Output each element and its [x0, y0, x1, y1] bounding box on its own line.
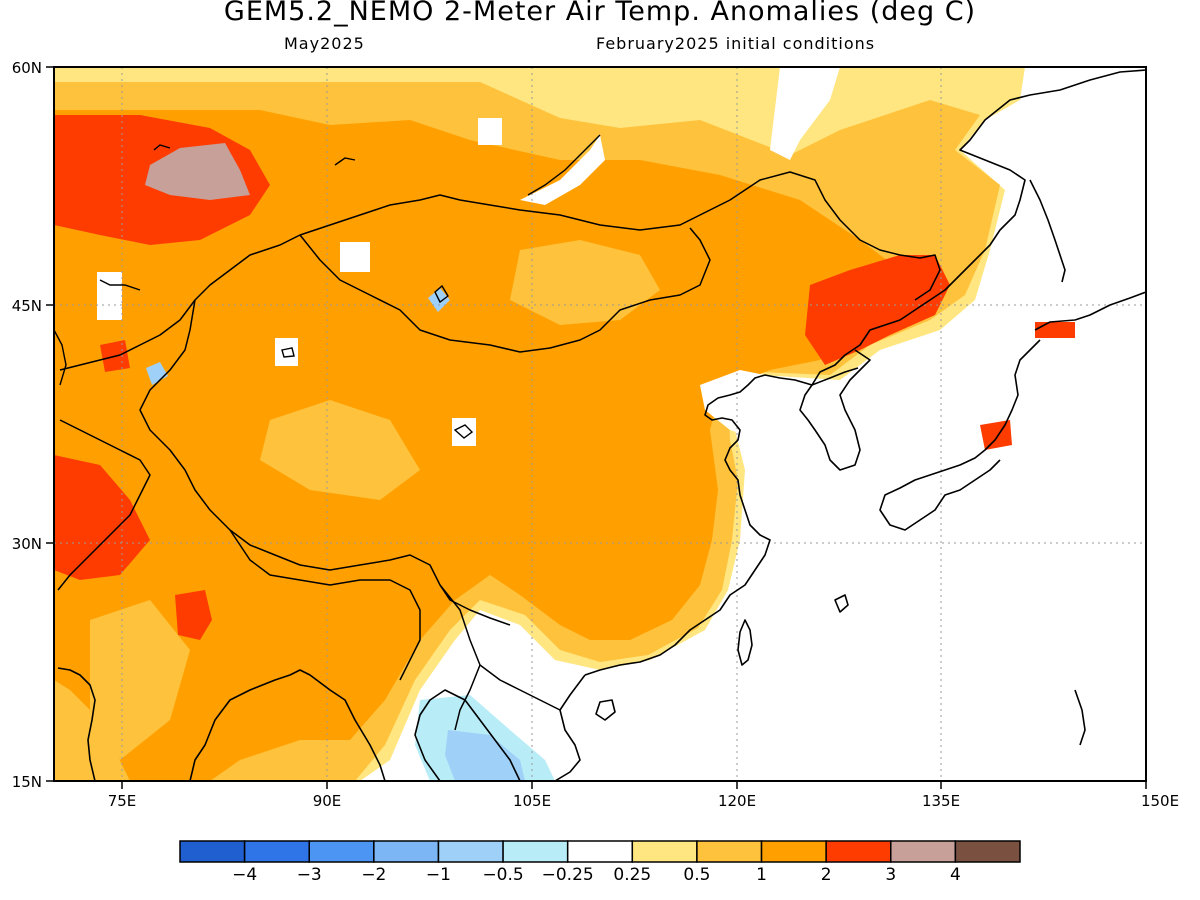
- colorbar-label-9: 2: [821, 865, 832, 885]
- region-warm-0.5to1-patch-mongolia: [510, 240, 660, 325]
- region-warm-0.5to1-patch-india: [90, 600, 190, 760]
- colorbar: −4 −3 −2 −1 −0.5 −0.25 0.25 0.5 1 2 3 4: [179, 840, 1021, 885]
- lon-tick-labels: 75E 90E 105E 120E 135E 150E: [108, 792, 1179, 810]
- subtitle-valid-month: May2025: [284, 34, 365, 53]
- lat-tick-45n: 45N: [12, 297, 42, 315]
- lon-tick-150e: 150E: [1141, 792, 1179, 810]
- subtitle-initial-conditions: February2025 initial conditions: [596, 34, 876, 53]
- map-area: [54, 67, 1146, 781]
- colorbar-label-6: 0.25: [613, 865, 651, 885]
- region-neutral-spot-5: [478, 118, 502, 145]
- map-frame: [53, 66, 1147, 782]
- colorbar-swatch-9: [760, 840, 827, 863]
- region-neutral-spot-1: [275, 338, 298, 366]
- lon-tick-135e: 135E: [922, 792, 960, 810]
- region-warm-2to3-hokkaido: [1035, 322, 1075, 338]
- lon-tick-75e: 75E: [108, 792, 137, 810]
- country-borders: [57, 171, 941, 731]
- colorbar-swatch-2: [308, 840, 375, 863]
- region-neutral-spot-3: [340, 242, 370, 272]
- colorbar-swatch-1: [243, 840, 310, 863]
- region-neutral-baikal: [520, 135, 605, 205]
- colorbar-label-4: −0.5: [482, 865, 523, 885]
- region-neutral-okhotsk-coast: [770, 67, 840, 160]
- region-cool-indochina-core: [445, 730, 525, 781]
- region-neutral-spot-4: [97, 272, 122, 320]
- region-warm-0.5to1-patch-tibet: [260, 400, 420, 500]
- colorbar-label-5: −0.25: [542, 865, 594, 885]
- region-neutral-spot-2: [452, 418, 476, 446]
- colorbar-label-0: −4: [232, 865, 257, 885]
- lat-tick-30n: 30N: [12, 535, 42, 553]
- map-title: GEM5.2_NEMO 2-Meter Air Temp. Anomalies …: [223, 0, 977, 27]
- colorbar-label-8: 1: [756, 865, 767, 885]
- colorbar-swatch-6: [566, 840, 634, 863]
- coastlines: [57, 69, 1146, 781]
- colorbar-label-3: −1: [426, 865, 451, 885]
- region-warm-2to3-india-spot: [175, 590, 212, 640]
- lat-tick-15n: 15N: [12, 773, 42, 791]
- colorbar-swatch-11: [890, 840, 957, 863]
- colorbar-swatch-5: [502, 840, 569, 863]
- colorbar-swatch-0: [179, 840, 246, 863]
- lat-tick-labels: 60N 45N 30N 15N: [12, 59, 42, 791]
- region-core-warm-1to2: [54, 110, 900, 781]
- colorbar-swatch-10: [825, 840, 892, 863]
- colorbar-label-10: 3: [885, 865, 896, 885]
- graticule: [54, 67, 1146, 781]
- region-warm-3to4-kazakhstan: [145, 143, 250, 200]
- region-warm-2to3-iran: [54, 455, 150, 580]
- region-cool-lake-2: [146, 362, 168, 385]
- lon-tick-90e: 90E: [313, 792, 342, 810]
- colorbar-label-2: −2: [361, 865, 386, 885]
- axis-ticks: [46, 66, 1147, 789]
- colorbar-swatch-4: [437, 840, 504, 863]
- colorbar-swatch-3: [373, 840, 440, 863]
- colorbar-swatch-8: [696, 840, 763, 863]
- colorbar-swatch-12: [954, 840, 1021, 863]
- lat-tick-60n: 60N: [12, 59, 42, 77]
- region-warm-2to3-japan: [980, 420, 1012, 450]
- colorbar-label-7: 0.5: [683, 865, 710, 885]
- colorbar-label-1: −3: [297, 865, 322, 885]
- lon-tick-105e: 105E: [513, 792, 551, 810]
- colorbar-swatch-7: [631, 840, 698, 863]
- region-neutral-yellow-sea: [700, 370, 805, 440]
- region-warm-2to3-manchuria: [805, 255, 950, 365]
- colorbar-label-11: 4: [950, 865, 961, 885]
- lon-tick-120e: 120E: [718, 792, 756, 810]
- inland-water: [54, 134, 601, 439]
